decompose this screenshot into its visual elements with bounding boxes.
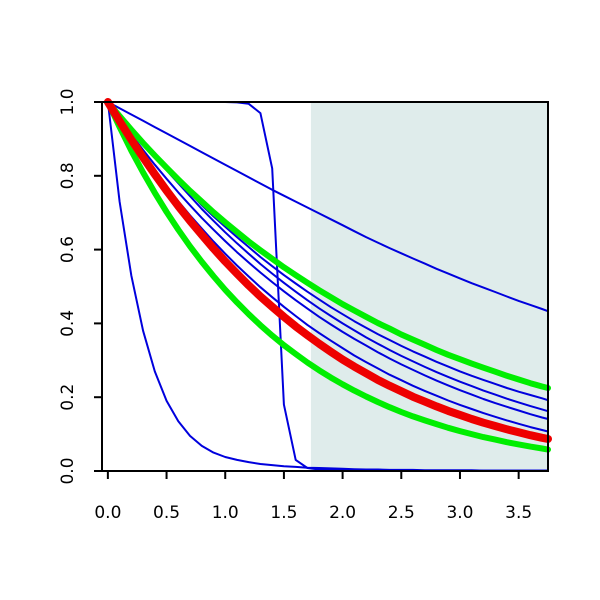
shaded-region-layer <box>310 102 548 471</box>
y-tick-label: 0.6 <box>58 236 78 263</box>
y-tick-label: 0.8 <box>58 162 78 189</box>
x-tick-label: 0.0 <box>94 503 121 523</box>
x-tick-label: 2.0 <box>329 503 356 523</box>
x-tick-label: 3.0 <box>446 503 473 523</box>
x-tick-label: 1.0 <box>212 503 239 523</box>
series-line-11 <box>103 98 552 443</box>
y-tick-label: 0.2 <box>58 384 78 411</box>
y-tick-label: 1.0 <box>58 88 78 115</box>
x-tick-label: 3.5 <box>505 503 532 523</box>
series-line-10 <box>104 99 551 453</box>
series-line-1 <box>106 101 549 313</box>
series-line-6 <box>106 101 549 420</box>
y-tick-label: 0.4 <box>58 310 78 337</box>
y-tick-label: 0.0 <box>58 457 78 484</box>
axes-layer: 0.0 0.5 1.0 1.5 2.0 2.5 3.0 3.5 0.0 0.2 0.4 0.6 0.8 1… <box>58 88 532 523</box>
series-line-5 <box>106 101 549 413</box>
shaded-region <box>310 102 548 471</box>
series-line-9 <box>104 99 551 391</box>
x-tick-label: 0.5 <box>153 503 180 523</box>
x-tick-label: 2.5 <box>388 503 415 523</box>
x-tick-label: 1.5 <box>270 503 297 523</box>
